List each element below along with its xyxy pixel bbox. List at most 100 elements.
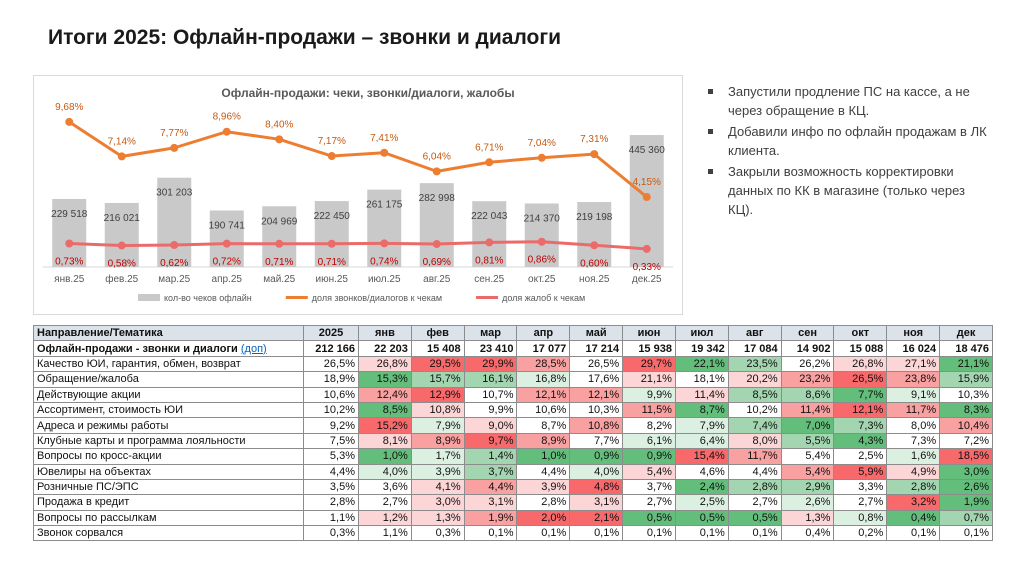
- table-cell: 2,7%: [833, 494, 888, 511]
- table-cell: 3,3%: [833, 478, 888, 496]
- bar: [52, 198, 87, 267]
- table-cell: 0,1%: [569, 525, 624, 542]
- table-cell: 2,8%: [516, 494, 571, 511]
- table-cell: 0,1%: [727, 525, 782, 542]
- x-tick-label: дек.25: [632, 274, 662, 285]
- line-value-label: 0,71%: [265, 257, 293, 268]
- table-cell: 10,6%: [516, 401, 571, 419]
- table-cell: 0,5%: [622, 509, 676, 527]
- table-cell: 9,9%: [463, 401, 518, 419]
- table-cell: 8,9%: [516, 432, 571, 450]
- table-cell: 10,6%: [303, 386, 359, 403]
- bar-value-label: 222 043: [471, 211, 508, 222]
- row-label: Розничные ПС/ЭПС: [33, 478, 304, 496]
- table-cell: 4,4%: [463, 478, 518, 496]
- table-row: Адреса и режимы работы 9,2% 15,2% 7,9% 9,0% 8…: [33, 417, 993, 434]
- bar-value-label: 445 360: [629, 145, 666, 156]
- table-cell: 4,4%: [516, 463, 571, 480]
- x-tick-label: ноя.25: [579, 274, 610, 285]
- header-cell: 2025: [303, 324, 359, 342]
- bar-value-label: 229 518: [51, 209, 88, 220]
- table-cell: 4,8%: [569, 478, 624, 496]
- line-value-label: 6,04%: [423, 151, 451, 162]
- table-cell: 0,1%: [463, 525, 518, 542]
- bar-value-label: 216 021: [104, 213, 141, 224]
- table-cell: 0,4%: [886, 509, 941, 527]
- table-cell: 1,4%: [463, 448, 518, 465]
- legend-swatch: [138, 294, 160, 301]
- table-cell: 3,1%: [463, 494, 518, 511]
- line-point: [65, 239, 74, 248]
- table-cell: 26,8%: [358, 355, 412, 373]
- table-cell: 22 203: [358, 340, 412, 357]
- line-value-label: 8,40%: [265, 119, 293, 130]
- x-tick-label: авг.25: [423, 274, 451, 285]
- table-cell: 0,1%: [516, 525, 571, 542]
- table-cell: 7,7%: [833, 386, 888, 403]
- table-cell: 2,7%: [727, 494, 782, 511]
- table-cell: 8,0%: [727, 432, 782, 450]
- table-cell: 26,5%: [833, 371, 888, 388]
- row-label: Ювелиры на объектах: [33, 463, 304, 480]
- table-cell: 4,9%: [886, 463, 941, 480]
- table-cell: 4,1%: [410, 478, 465, 496]
- row-link[interactable]: (доп): [240, 342, 267, 355]
- table-cell: 0,2%: [833, 525, 888, 542]
- header-cell: ноя: [886, 324, 941, 342]
- row-label: Офлайн-продажи - звонки и диалоги (доп): [33, 340, 304, 357]
- table-cell: 0,8%: [833, 509, 888, 527]
- table-cell: 9,7%: [463, 432, 518, 450]
- table-cell: 7,7%: [569, 432, 624, 450]
- chart-title: Офлайн-продажи: чеки, звонки/диалоги, жа…: [221, 86, 514, 100]
- header-row: Направление/Тематика 2025 янв фев мар апр май и…: [33, 324, 993, 342]
- table-cell: 4,3%: [833, 432, 888, 450]
- bullet-item: Запустили продление ПС на кассе, а не че…: [706, 82, 991, 120]
- table-cell: 11,7%: [727, 448, 782, 465]
- table-cell: 1,6%: [886, 448, 941, 465]
- table-cell: 16 024: [886, 340, 941, 357]
- bar-value-label: 282 998: [419, 193, 456, 204]
- line-point: [170, 143, 179, 152]
- table-row: Обращение/жалоба 18,9% 15,3% 15,7% 16,1% 16,8…: [33, 371, 993, 388]
- line-value-label: 8,96%: [213, 112, 241, 123]
- line-point: [117, 241, 126, 250]
- table-cell: 8,9%: [410, 432, 465, 450]
- chart-frame: [33, 75, 683, 315]
- table-cell: 12,1%: [516, 386, 571, 403]
- line-value-label: 0,58%: [108, 259, 136, 270]
- header-cell: авг: [727, 324, 782, 342]
- line-point: [222, 127, 231, 136]
- table-row: Розничные ПС/ЭПС 3,5% 3,6% 4,1% 4,4% 3,9% 4,8%…: [33, 478, 993, 496]
- table-cell: 11,5%: [622, 401, 676, 419]
- row-label: Адреса и режимы работы: [33, 417, 304, 434]
- table-cell: 1,0%: [516, 448, 571, 465]
- table-cell: 8,6%: [780, 386, 835, 403]
- bullet-item: Добавили инфо по офлайн продажам в ЛК кл…: [706, 122, 991, 160]
- table-cell: 1,2%: [358, 509, 412, 527]
- table-cell: 21,1%: [939, 355, 993, 373]
- line-point: [590, 150, 599, 159]
- table-cell: 8,5%: [358, 401, 412, 419]
- line-series: [68, 120, 648, 199]
- x-tick-label: апр.25: [212, 274, 243, 285]
- table-cell: 28,5%: [516, 355, 571, 373]
- table-cell: 0,9%: [569, 448, 624, 465]
- table-cell: 23,5%: [727, 355, 782, 373]
- legend-label: доля звонков/диалогов к чекам: [312, 293, 442, 303]
- table-cell: 0,3%: [303, 525, 359, 542]
- line-value-label: 0,33%: [633, 262, 661, 273]
- line-value-label: 7,04%: [528, 138, 556, 149]
- table-cell: 26,5%: [569, 355, 624, 373]
- line-point: [432, 240, 441, 249]
- line-point: [380, 148, 389, 157]
- table-cell: 3,0%: [939, 463, 993, 480]
- table-row: Звонок сорвался 0,3% 1,1% 0,3% 0,1% 0,1% 0,1% 0…: [33, 525, 993, 542]
- x-tick-label: май.25: [263, 274, 295, 285]
- table-cell: 4,6%: [674, 463, 729, 480]
- table-cell: 26,8%: [833, 355, 888, 373]
- line-point: [642, 193, 651, 202]
- data-table: Направление/Тематика 2025 янв фев мар апр май и…: [33, 324, 993, 542]
- table-cell: 16,8%: [516, 371, 571, 388]
- x-tick-label: окт.25: [528, 274, 556, 285]
